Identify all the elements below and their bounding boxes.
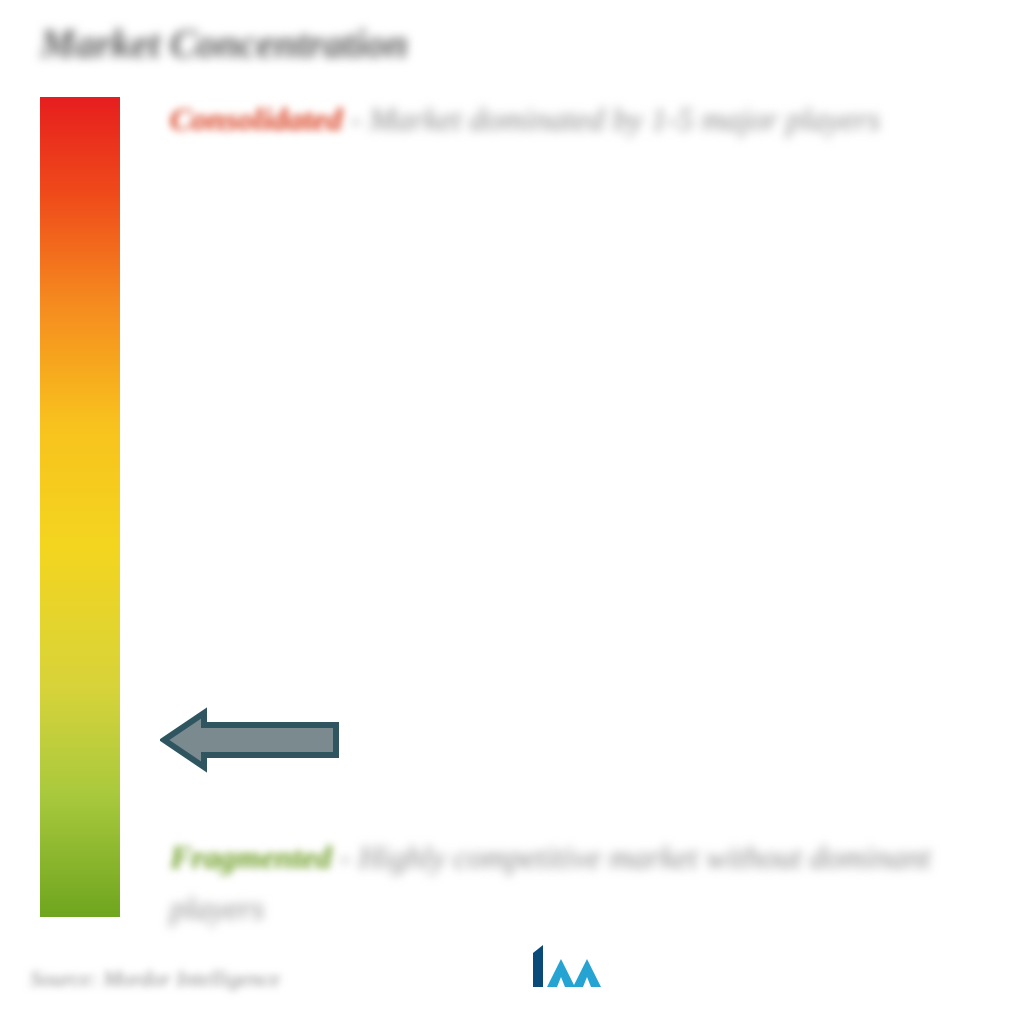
brand-logo xyxy=(533,945,603,992)
source-attribution: Source: Mordor Intelligence xyxy=(30,966,280,992)
infographic-container: Market Concentration xyxy=(0,0,1033,1010)
fragmented-label: Fragmented - Highly competitive market w… xyxy=(170,832,983,934)
content-row: Consolidated - Market dominated by 1-5 m… xyxy=(30,97,1003,937)
labels-column: Consolidated - Market dominated by 1-5 m… xyxy=(170,97,1003,917)
page-title: Market Concentration xyxy=(40,20,1003,67)
consolidated-highlight: Consolidated xyxy=(170,101,342,137)
consolidated-label: Consolidated - Market dominated by 1-5 m… xyxy=(170,97,983,142)
concentration-gradient-bar xyxy=(40,97,120,917)
fragmented-highlight: Fragmented xyxy=(170,839,332,875)
arrow-icon xyxy=(160,707,340,773)
position-indicator-arrow xyxy=(160,707,340,778)
logo-icon xyxy=(533,945,603,987)
consolidated-description: - Market dominated by 1-5 major players xyxy=(350,101,880,137)
gradient-svg xyxy=(40,97,120,917)
